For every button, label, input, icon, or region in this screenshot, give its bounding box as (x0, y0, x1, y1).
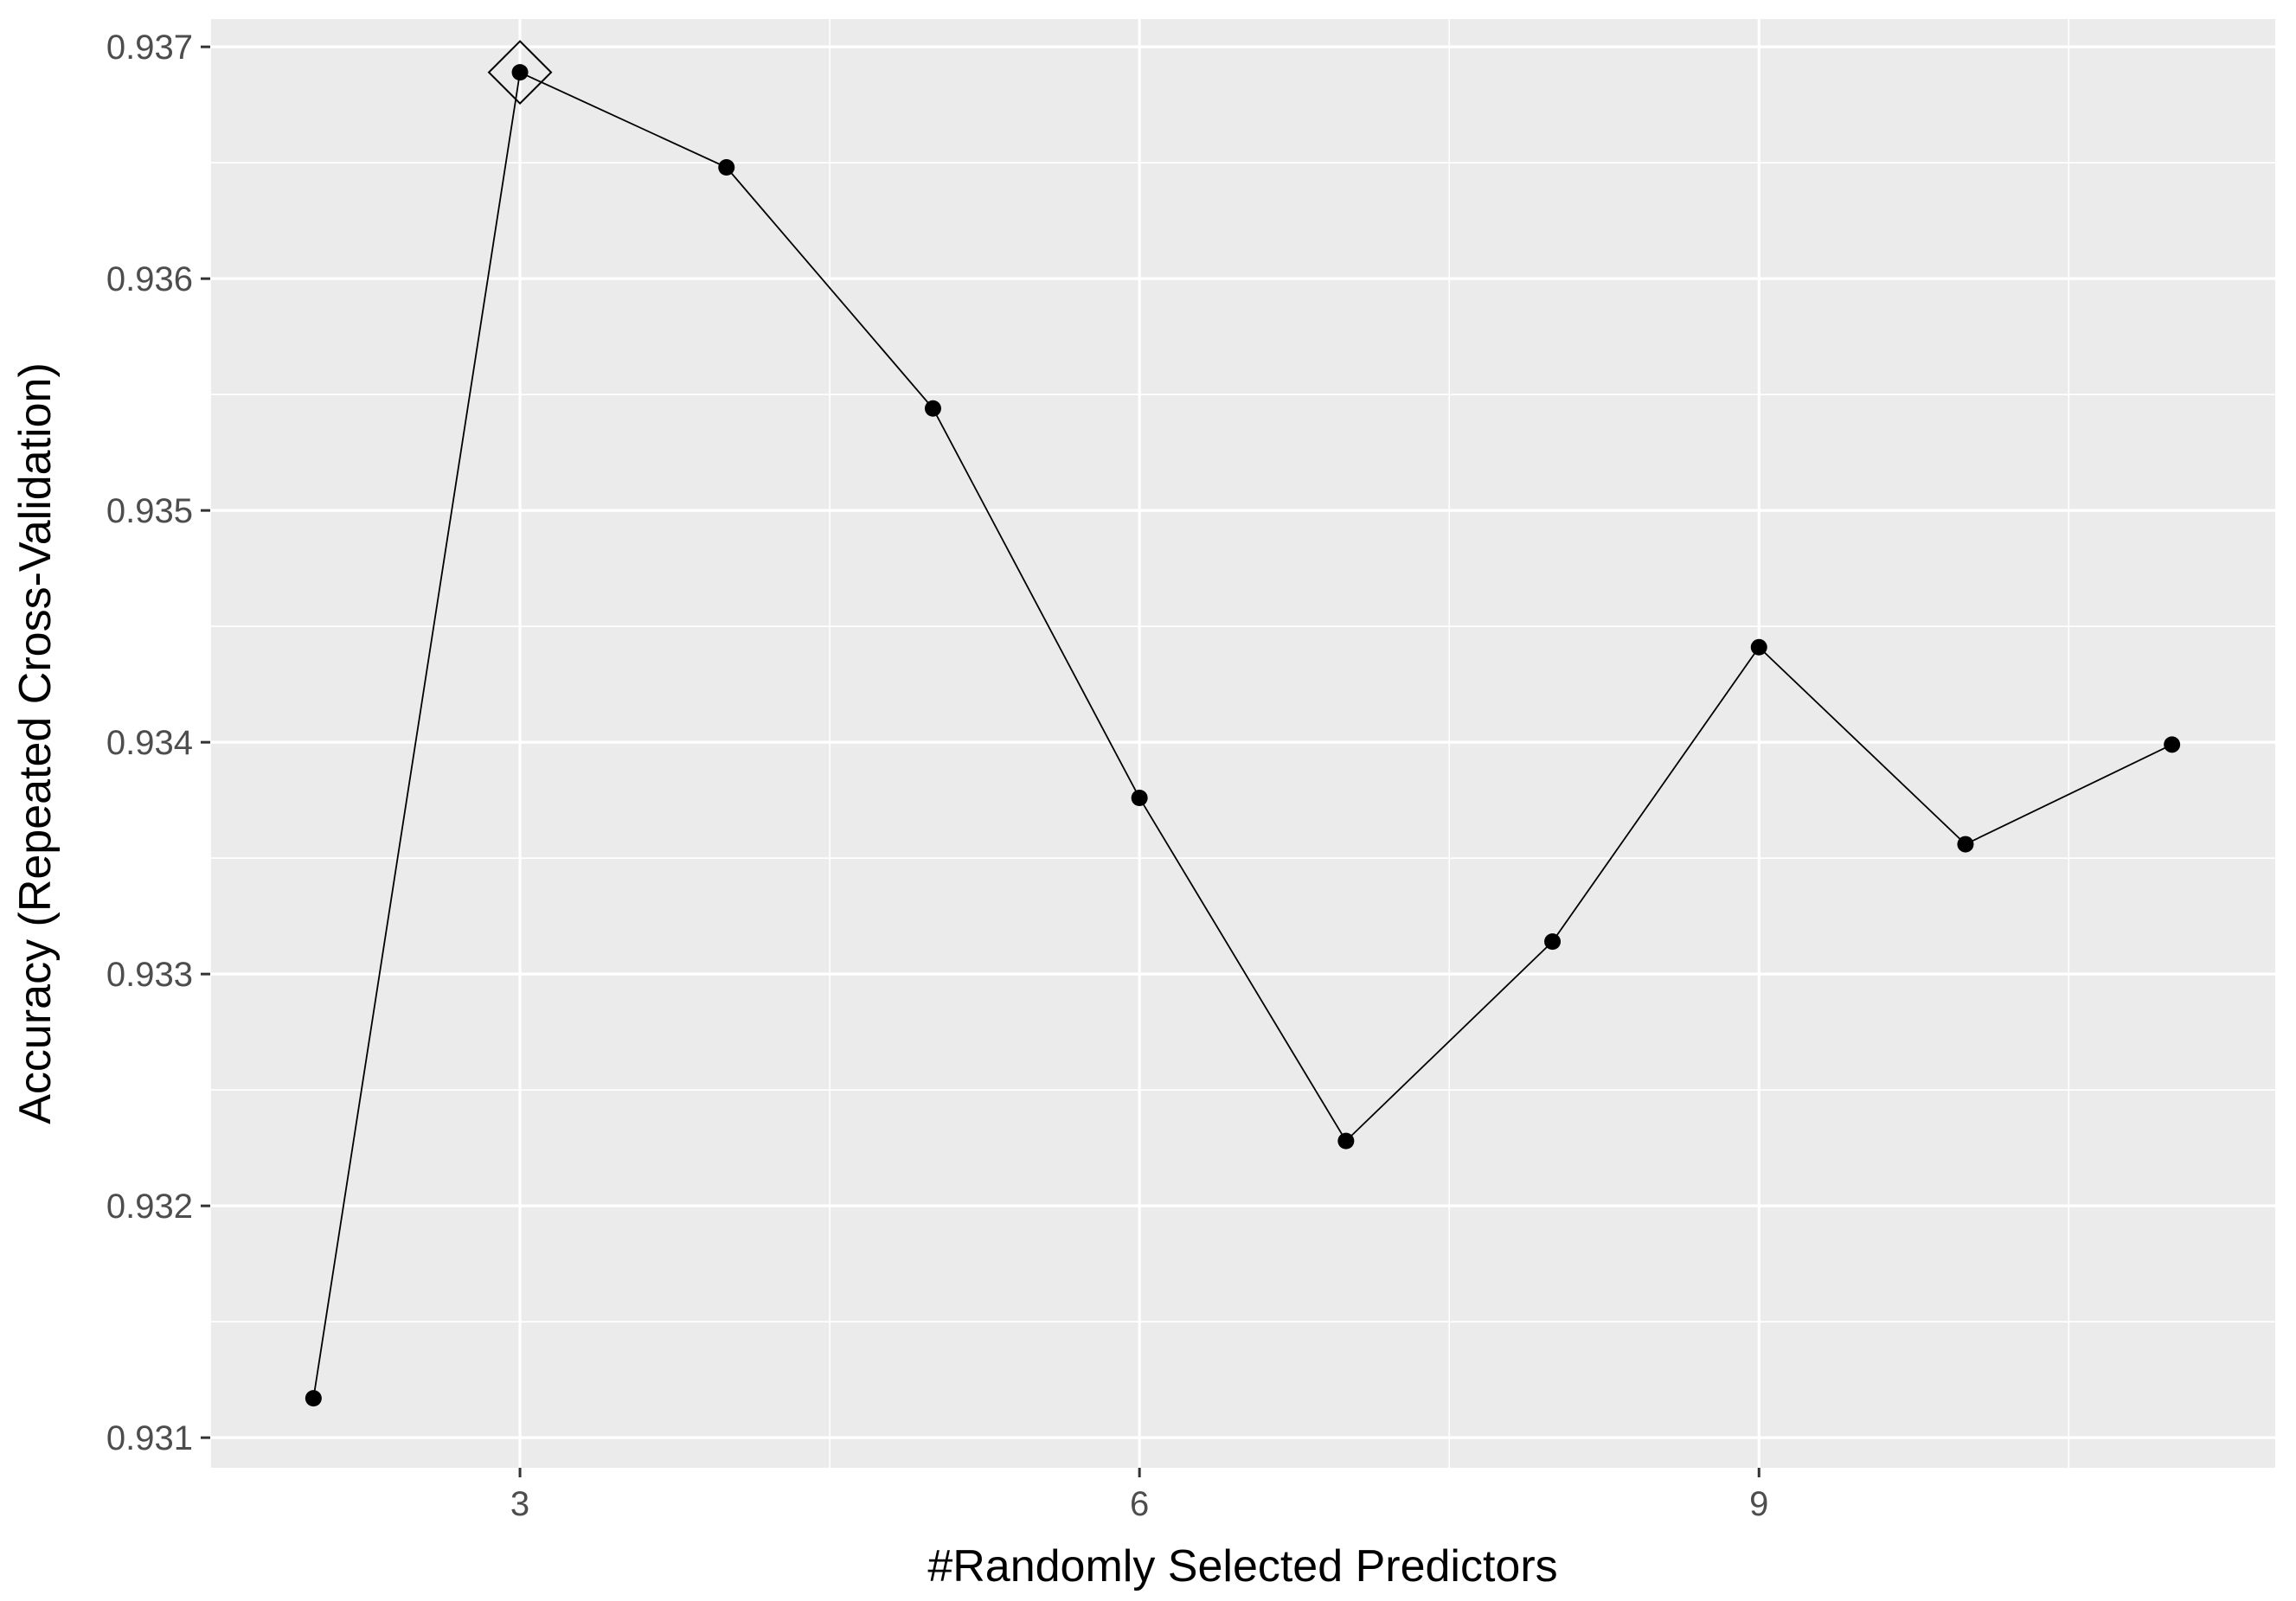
data-point (1750, 638, 1767, 656)
best-point-diamond (487, 40, 553, 106)
tick-labels: 3 6 9 0.931 0.932 0.933 0.934 0.935 0.936 0.937 (106, 29, 1768, 1523)
y-axis-title: Accuracy (Repeated Cross-Validation) (10, 362, 61, 1124)
data-point (1337, 1132, 1355, 1150)
series-layer (305, 40, 2181, 1407)
y-tick-label: 0.937 (106, 29, 193, 67)
data-point (2164, 736, 2181, 753)
y-tick-label: 0.932 (106, 1188, 193, 1226)
data-point (924, 400, 941, 417)
data-point (1957, 836, 1974, 853)
data-point (1544, 933, 1562, 951)
data-point (1131, 789, 1148, 806)
data-point (305, 1390, 322, 1407)
y-tick-label: 0.934 (106, 724, 193, 762)
y-tick-label: 0.933 (106, 956, 193, 994)
y-tick-label: 0.935 (106, 492, 193, 530)
x-tick-label: 3 (510, 1485, 529, 1523)
data-point (718, 159, 735, 176)
major-gridlines (210, 19, 2275, 1468)
data-point (511, 64, 529, 81)
y-tick-label: 0.936 (106, 260, 193, 298)
x-axis-title: #Randomly Selected Predictors (927, 1541, 1557, 1591)
x-tick-label: 6 (1130, 1485, 1149, 1523)
y-tick-label: 0.931 (106, 1419, 193, 1457)
x-tick-label: 9 (1749, 1485, 1768, 1523)
series-line (312, 71, 2173, 1399)
axis-ticks (201, 45, 1760, 1477)
